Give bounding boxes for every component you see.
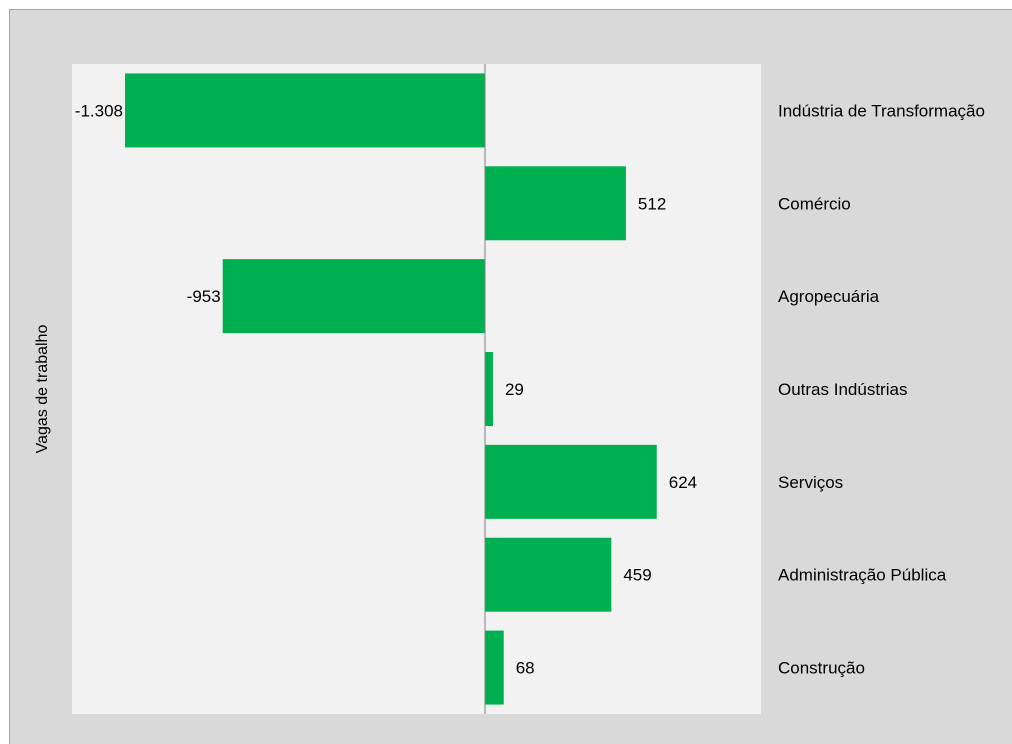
bar <box>485 444 657 519</box>
category-label: Agropecuária <box>778 287 880 306</box>
data-label: -1.308 <box>75 101 123 120</box>
category-label: Comércio <box>778 194 851 213</box>
category-label: Administração Pública <box>778 566 947 585</box>
bar <box>485 352 493 426</box>
category-label: Indústria de Transformação <box>778 101 985 120</box>
data-labels-group: -1.308 512 -953 29 624 459 68 <box>75 101 697 677</box>
bar <box>485 537 612 612</box>
data-label: 29 <box>505 380 524 399</box>
bar <box>485 630 504 705</box>
bars-group <box>125 73 657 705</box>
y-axis-label: Vagas de trabalho <box>34 325 51 454</box>
plot-area <box>72 64 761 714</box>
category-label: Outras Indústrias <box>778 380 907 399</box>
data-label: 459 <box>623 566 651 585</box>
data-label: 624 <box>669 473 697 492</box>
category-labels-group: Indústria de Transformação Comércio Agrope… <box>778 101 985 677</box>
category-label: Construção <box>778 659 865 678</box>
bar <box>125 73 485 148</box>
bar <box>485 166 626 241</box>
data-label: -953 <box>187 287 221 306</box>
data-label: 512 <box>638 194 666 213</box>
data-label: 68 <box>516 659 535 678</box>
bar <box>222 259 485 334</box>
category-label: Serviços <box>778 473 843 492</box>
